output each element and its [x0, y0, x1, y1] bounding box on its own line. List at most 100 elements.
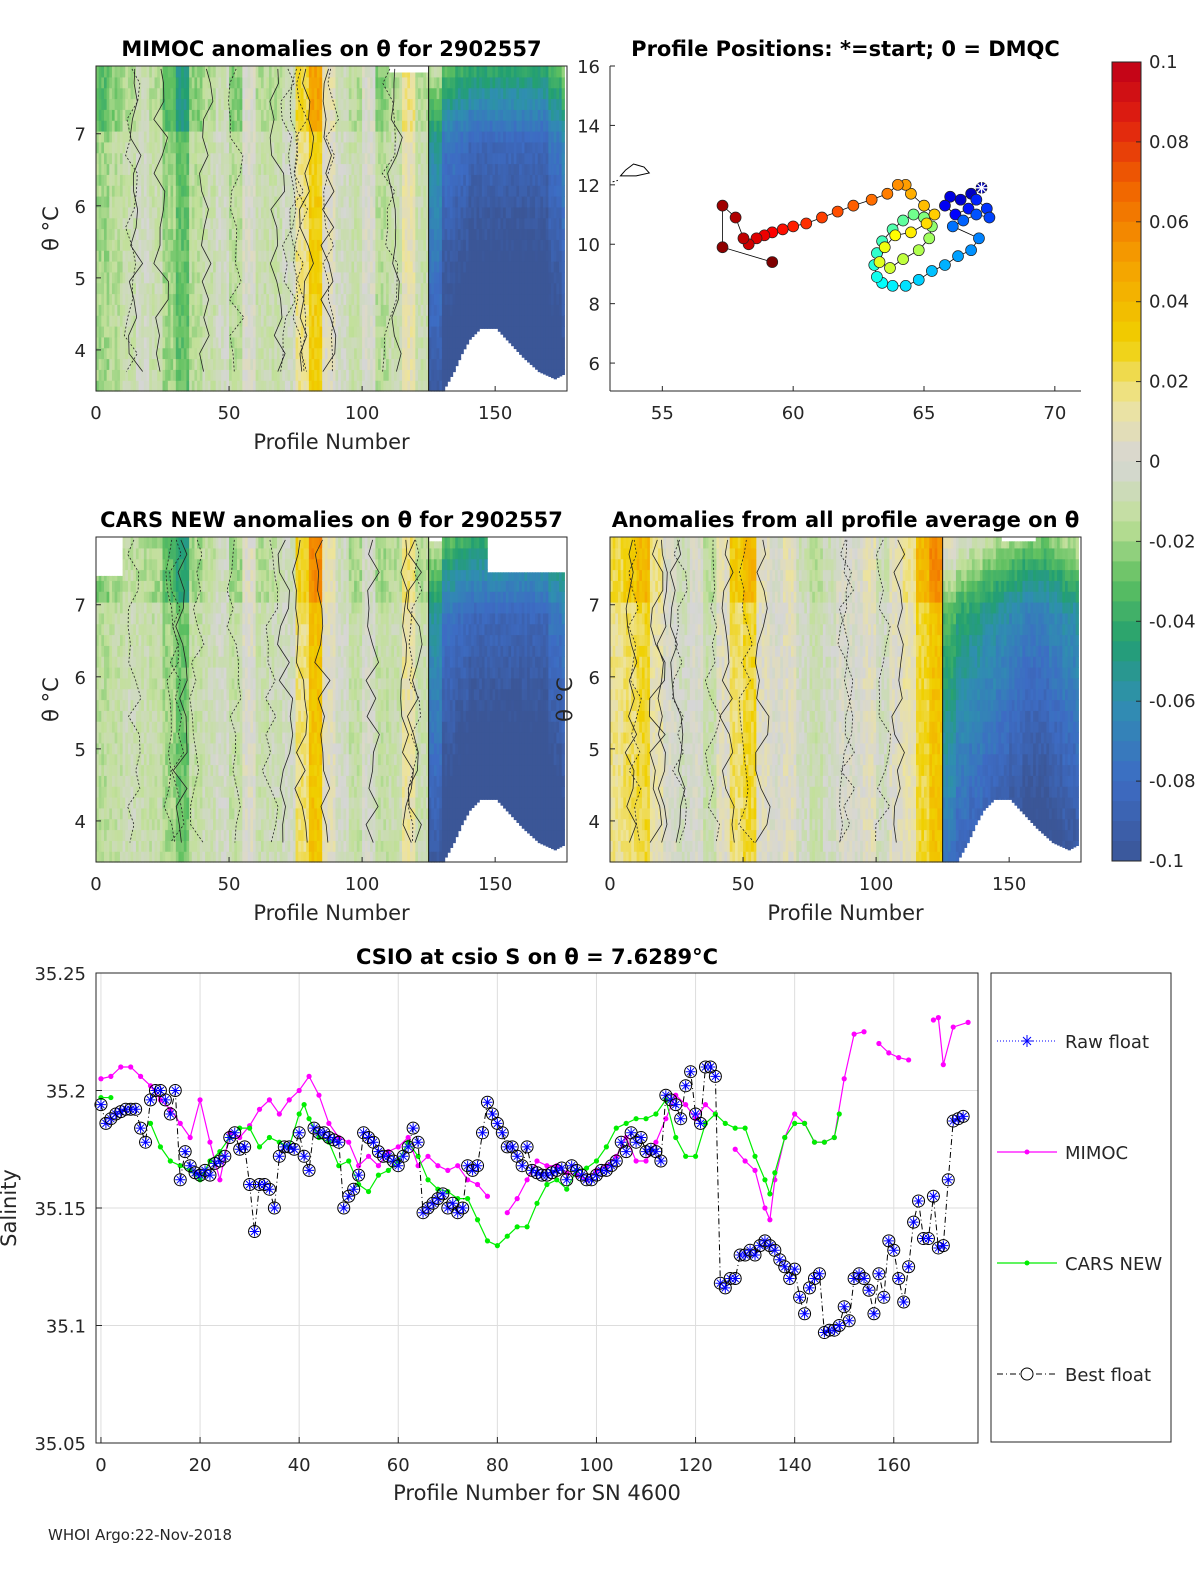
heatmap-cell [473, 271, 478, 284]
heatmap-cell [356, 98, 361, 110]
heatmap-cell [484, 228, 488, 240]
heatmap-cell [122, 304, 126, 316]
heatmap-cell [109, 304, 113, 316]
heatmap-cell [292, 271, 297, 284]
heatmap-cell [338, 293, 342, 305]
heatmap-cell [511, 239, 515, 251]
heatmap-cell [471, 185, 475, 197]
heatmap-cell [279, 358, 283, 370]
heatmap-cell [242, 315, 246, 327]
heatmap-cell [513, 131, 518, 143]
heatmap-cell [481, 206, 486, 219]
heatmap-cell [149, 261, 153, 273]
heatmap-cell [170, 87, 174, 100]
heatmap-cell [359, 347, 363, 360]
heatmap-cell [359, 261, 363, 273]
heatmap-cell [508, 196, 512, 208]
heatmap-cell [417, 120, 422, 132]
heatmap-cell [431, 358, 435, 370]
heatmap-cell [183, 66, 188, 78]
heatmap-cell [215, 304, 220, 316]
heatmap-cell [250, 174, 254, 186]
heatmap-cell [391, 228, 395, 240]
heatmap-cell [319, 380, 323, 392]
heatmap-cell [529, 87, 534, 100]
heatmap-cell [412, 206, 416, 219]
heatmap-cell [516, 282, 520, 295]
heatmap-cell [479, 228, 483, 240]
heatmap-cell [433, 98, 438, 110]
heatmap-cell [481, 261, 486, 273]
heatmap-cell [457, 358, 462, 361]
heatmap-cell [141, 315, 145, 327]
heatmap-cell [237, 271, 241, 284]
heatmap-cell [375, 217, 379, 230]
heatmap-cell [529, 185, 534, 197]
heatmap-cell [396, 380, 400, 392]
heatmap-cell [242, 271, 246, 284]
heatmap-cell [215, 239, 220, 251]
heatmap-cell [481, 174, 486, 186]
heatmap-cell [284, 250, 289, 262]
heatmap-cell [441, 369, 446, 381]
heatmap-cell [290, 304, 294, 316]
heatmap-cell [338, 174, 342, 186]
heatmap-cell [162, 174, 166, 186]
heatmap-cell [194, 239, 198, 251]
heatmap-cell [295, 369, 299, 381]
heatmap-cell [197, 152, 201, 165]
heatmap-cell [505, 315, 510, 327]
heatmap-cell [159, 380, 164, 392]
heatmap-cell [473, 250, 478, 262]
heatmap-cell [103, 163, 108, 175]
heatmap-cell [205, 369, 209, 381]
heatmap-cell [127, 358, 132, 370]
heatmap-cell [111, 163, 116, 175]
heatmap-cell [356, 109, 361, 121]
heatmap-cell [356, 304, 361, 316]
heatmap-cell [519, 98, 523, 110]
heatmap-cell [165, 163, 169, 175]
heatmap-cell [346, 239, 350, 251]
heatmap-cell [489, 152, 494, 165]
heatmap-cell [101, 250, 105, 262]
heatmap-cell [394, 271, 398, 284]
heatmap-cell [431, 326, 435, 338]
heatmap-cell [412, 152, 416, 165]
heatmap-cell [300, 174, 305, 186]
heatmap-cell [473, 282, 478, 295]
heatmap-cell [276, 293, 281, 305]
heatmap-cell [314, 66, 318, 78]
heatmap-cell [130, 261, 134, 273]
heatmap-cell [404, 315, 408, 327]
heatmap-cell [402, 326, 406, 338]
heatmap-cell [234, 152, 238, 165]
heatmap-cell [428, 304, 432, 316]
heatmap-cell [340, 66, 345, 78]
heatmap-cell [348, 206, 353, 219]
heatmap-cell [282, 109, 286, 121]
heatmap-cell [319, 163, 323, 175]
heatmap-cell [367, 282, 371, 295]
heatmap-cell [311, 163, 315, 175]
heatmap-cell [253, 152, 257, 165]
heatmap-cell [213, 228, 217, 240]
heatmap-cell [207, 217, 212, 230]
heatmap-cell [186, 261, 190, 273]
heatmap-cell [529, 358, 534, 365]
heatmap-cell [364, 76, 369, 89]
heatmap-cell [348, 228, 353, 240]
heatmap-cell [359, 141, 363, 154]
heatmap-cell [433, 239, 438, 251]
heatmap-cell [199, 141, 204, 154]
heatmap-cell [433, 120, 438, 132]
heatmap-cell [346, 228, 350, 240]
heatmap-cell [258, 66, 262, 78]
heatmap-cell [226, 358, 230, 370]
heatmap-cell [303, 358, 307, 370]
heatmap-cell [109, 66, 113, 78]
heatmap-cell [303, 206, 307, 219]
heatmap-cell [308, 206, 313, 219]
heatmap-cell [175, 271, 180, 284]
heatmap-cell [103, 239, 108, 251]
